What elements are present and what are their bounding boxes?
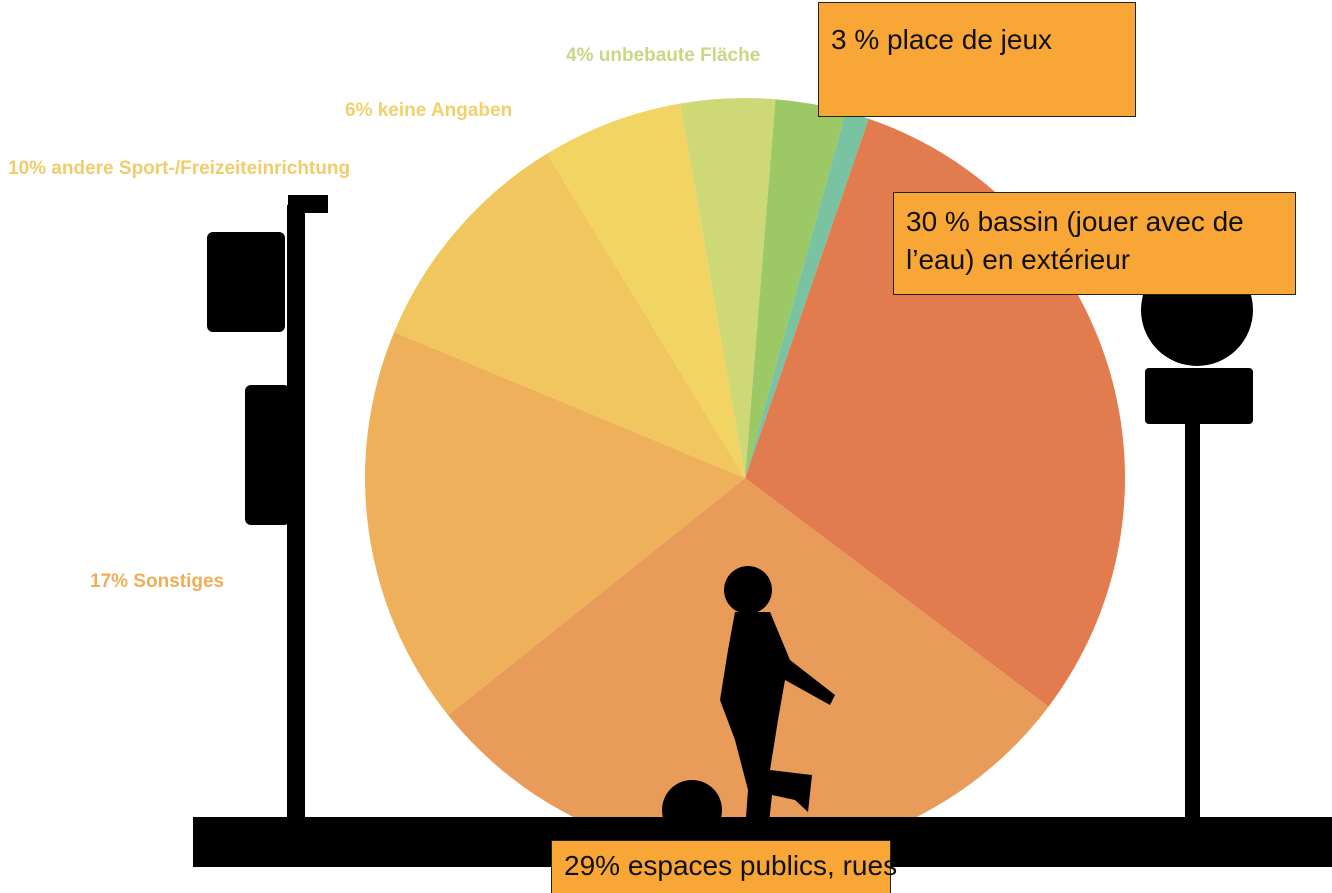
slice-label: 4% unbebaute Fläche [566, 45, 761, 66]
callout-label: 3 % place de jeux [818, 2, 1136, 117]
callout-label: 29% espaces publics, rues [551, 840, 897, 893]
pedestrian-light [245, 385, 290, 525]
pie-slice [745, 99, 846, 478]
pie-slice [745, 111, 869, 479]
ball [662, 780, 722, 840]
traffic-light-top [288, 195, 328, 213]
child [720, 612, 835, 832]
slice-label: 6% keine Angaben [345, 100, 513, 121]
pie-slice [365, 331, 745, 716]
sign-pole [1185, 400, 1200, 820]
pie-slice [394, 153, 745, 478]
slice-label: 10% andere Sport-/Freizeiteinrichtung [8, 158, 351, 179]
traffic-light [207, 232, 285, 332]
sign-plate [1145, 368, 1253, 424]
callout-label: 30 % bassin (jouer avec de l’eau) en ext… [893, 192, 1296, 295]
pie-slice [680, 98, 776, 478]
traffic-light-pole [287, 205, 305, 820]
slice-label: 17% Sonstiges [90, 571, 225, 592]
pie-slice [547, 103, 745, 479]
child-head [724, 566, 772, 614]
